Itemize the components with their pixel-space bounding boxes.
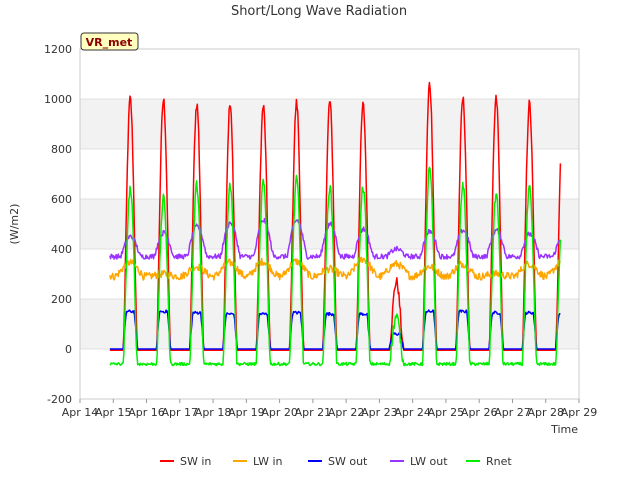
series-line-sw-in bbox=[109, 81, 562, 352]
x-tick-label: Apr 15 bbox=[95, 406, 132, 419]
x-tick-label: Apr 18 bbox=[195, 406, 232, 419]
legend-label: SW out bbox=[328, 455, 368, 468]
y-tick-label: -200 bbox=[47, 393, 72, 406]
badge-label: VR_met bbox=[86, 36, 133, 49]
x-tick-label: Apr 21 bbox=[295, 406, 332, 419]
station-badge: VR_met bbox=[80, 32, 139, 51]
x-tick-label: Apr 29 bbox=[561, 406, 598, 419]
y-tick-labels: -200 0 200 400 600 800 1000 1200 bbox=[44, 43, 72, 406]
plot-band bbox=[80, 299, 579, 349]
series-line-lw-out bbox=[109, 217, 562, 260]
y-tick-label: 0 bbox=[65, 343, 72, 356]
series-line-lw-in bbox=[109, 256, 561, 281]
x-tick-label: Apr 26 bbox=[461, 406, 498, 419]
y-tick-label: 800 bbox=[51, 143, 72, 156]
badge-box bbox=[80, 32, 139, 51]
x-tick-label: Apr 24 bbox=[394, 406, 431, 419]
legend-label: SW in bbox=[180, 455, 211, 468]
y-tick-label: 400 bbox=[51, 243, 72, 256]
x-tick-label: Apr 16 bbox=[128, 406, 165, 419]
x-tick-label: Apr 28 bbox=[527, 406, 564, 419]
y-tick-label: 600 bbox=[51, 193, 72, 206]
legend-label: LW in bbox=[253, 455, 283, 468]
legend-label: Rnet bbox=[486, 455, 512, 468]
x-tick-label: Apr 19 bbox=[228, 406, 265, 419]
x-tick-label: Apr 20 bbox=[261, 406, 298, 419]
x-axis-label: Time bbox=[550, 423, 578, 436]
x-tick-label: Apr 14 bbox=[62, 406, 99, 419]
y-axis-label: (W/m2) bbox=[8, 204, 21, 245]
plot-frame bbox=[79, 48, 580, 400]
x-tick-label: Apr 22 bbox=[328, 406, 365, 419]
y-tick-label: 200 bbox=[51, 293, 72, 306]
x-tick-label: Apr 27 bbox=[494, 406, 531, 419]
chart-title: Short/Long Wave Radiation bbox=[231, 4, 407, 19]
y-tick-label: 1000 bbox=[44, 93, 72, 106]
x-tick-label: Apr 17 bbox=[162, 406, 199, 419]
legend: SW in LW in SW out LW out Rnet bbox=[160, 455, 512, 468]
x-tick-label: Apr 25 bbox=[428, 406, 465, 419]
y-tick-label: 1200 bbox=[44, 43, 72, 56]
series-lines bbox=[109, 81, 562, 367]
series-line-rnet bbox=[109, 166, 562, 367]
legend-label: LW out bbox=[410, 455, 448, 468]
x-tick-label: Apr 23 bbox=[361, 406, 398, 419]
